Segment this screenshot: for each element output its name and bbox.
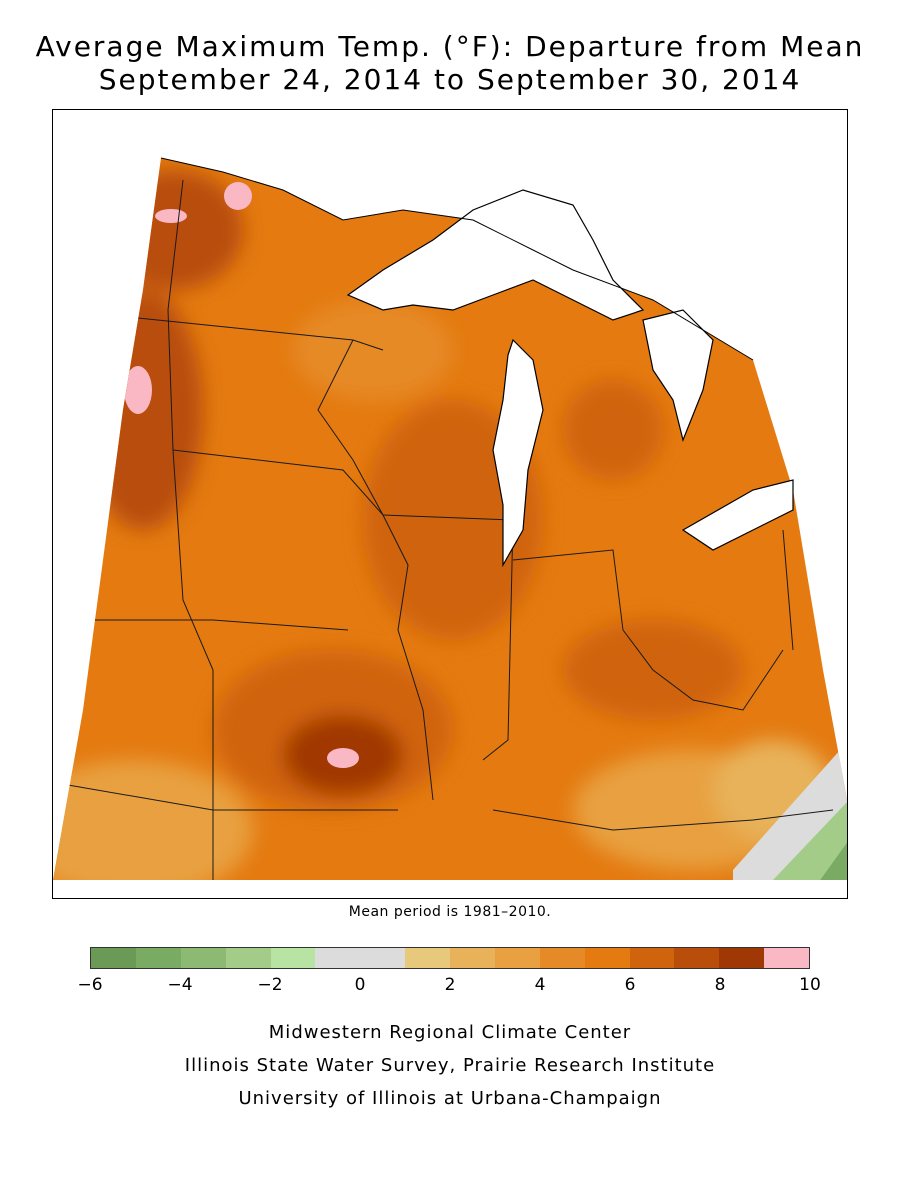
legend-swatch (360, 948, 406, 968)
legend-tick-label: −4 (167, 975, 193, 995)
lake-huron (642, 309, 714, 442)
legend-tick-label: 0 (354, 975, 366, 995)
legend-swatch (135, 948, 181, 968)
legend-swatch (91, 948, 136, 968)
warm-patch-mn (103, 170, 243, 290)
extreme-spot-nd (155, 209, 187, 223)
credit-line-2: Illinois State Water Survey, Prairie Res… (184, 1055, 716, 1076)
cold-green-patch-se (813, 840, 847, 880)
extreme-spot-missouri (327, 748, 359, 768)
legend-swatch (315, 948, 361, 968)
legend-swatch (225, 948, 271, 968)
mild-patch-wisconsin (293, 300, 453, 400)
boundary-ne-ks (88, 619, 349, 631)
legend-swatch (450, 948, 495, 968)
canada-border (160, 157, 754, 361)
great-lakes (346, 189, 794, 568)
extreme-spot-mn (224, 182, 252, 210)
legend-tick-label: −6 (77, 975, 103, 995)
legend-swatch (674, 948, 720, 968)
boundary-oh-pa (782, 529, 794, 651)
map-title: Average Maximum Temp. (°F): Departure fr… (35, 30, 865, 63)
extreme-spot-sd (124, 366, 152, 414)
cool-patch-south (53, 760, 253, 880)
boundary-mississippi (317, 339, 434, 801)
color-legend: −6 −4 −2 0 2 4 6 8 10 (77, 947, 821, 1007)
boundary-plains-vertical (167, 179, 214, 880)
boundary-wi-il (382, 514, 514, 521)
legend-swatch (405, 948, 450, 968)
credit-line-3: University of Illinois at Urbana-Champai… (238, 1088, 662, 1109)
legend-swatch (719, 948, 765, 968)
legend-tick-label: 8 (714, 975, 726, 995)
boundary-il-in (482, 519, 514, 761)
lake-superior (346, 189, 645, 321)
boundary-mn-ia (172, 449, 384, 516)
lake-michigan (492, 338, 544, 568)
legend-swatch (584, 948, 630, 968)
map-frame (52, 109, 848, 899)
legend-color-bar (90, 947, 810, 969)
temperature-departure-map (53, 157, 847, 880)
map-date-range: September 24, 2014 to September 30, 2014 (98, 63, 802, 96)
boundary-in-oh (512, 549, 624, 631)
mean-period-note: Mean period is 1981–2010. (348, 904, 552, 920)
legend-tick-label: 6 (624, 975, 636, 995)
state-boundaries (67, 179, 834, 880)
legend-tick-label: −2 (257, 975, 283, 995)
legend-tick-label: 4 (534, 975, 546, 995)
boundary-tn-ky (492, 809, 834, 831)
legend-tick-label: 10 (799, 975, 821, 995)
lake-erie (681, 479, 794, 551)
legend-swatch (539, 948, 585, 968)
legend-swatch (270, 948, 316, 968)
legend-tick-label: 2 (444, 975, 456, 995)
legend-swatch (629, 948, 675, 968)
international-border (160, 157, 754, 361)
warm-patch-michigan (563, 380, 663, 480)
credit-line-1: Midwestern Regional Climate Center (268, 1022, 632, 1043)
legend-swatch (180, 948, 226, 968)
boundary-oh-river (622, 629, 784, 711)
legend-swatch (764, 948, 809, 968)
legend-swatch (494, 948, 540, 968)
